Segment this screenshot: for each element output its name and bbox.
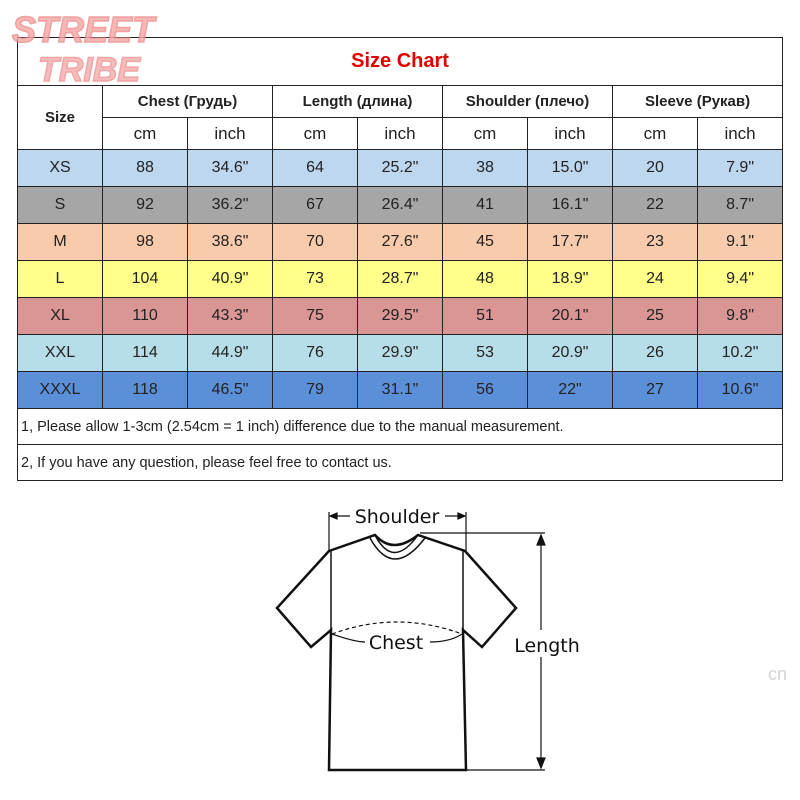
value-cell: 10.6" xyxy=(696,371,784,409)
value-cell: 40.9" xyxy=(187,260,273,298)
value-cell: 25.2" xyxy=(357,149,443,187)
unit-header: cm xyxy=(442,117,528,150)
note-text: 2, If you have any question, please feel… xyxy=(16,444,784,481)
value-cell: 98 xyxy=(102,223,188,261)
value-cell: 20.9" xyxy=(527,334,613,372)
value-cell: 114 xyxy=(102,334,188,372)
value-cell: 41 xyxy=(442,186,528,224)
value-cell: 27 xyxy=(612,371,698,409)
unit-header: cm xyxy=(612,117,698,150)
column-header: Shoulder (плечо) xyxy=(442,85,613,118)
value-cell: 118 xyxy=(102,371,188,409)
value-cell: 92 xyxy=(102,186,188,224)
size-chart-table: Size Chart Size Chest (Грудь) Length (дли… xyxy=(16,37,784,481)
table-row: XL 110 43.3" 75 29.5" 51 20.1" 25 9.8" xyxy=(17,297,784,335)
shoulder-arrow xyxy=(328,512,467,551)
value-cell: 46.5" xyxy=(187,371,273,409)
value-cell: 28.7" xyxy=(357,260,443,298)
table-row: XXL 114 44.9" 76 29.9" 53 20.9" 26 10.2" xyxy=(17,334,784,372)
table-row: S 92 36.2" 67 26.4" 41 16.1" 22 8.7" xyxy=(17,186,784,224)
value-cell: 38 xyxy=(442,149,528,187)
value-cell: 22 xyxy=(612,186,698,224)
value-cell: 7.9" xyxy=(696,149,784,187)
column-header: Sleeve (Рукав) xyxy=(611,85,784,118)
value-cell: 9.4" xyxy=(696,260,784,298)
size-cell: XS xyxy=(17,149,103,187)
tshirt-measurement-diagram: Shoulder Chest Length xyxy=(275,506,580,772)
value-cell: 45 xyxy=(442,223,528,261)
value-cell: 29.5" xyxy=(357,297,443,335)
value-cell: 34.6" xyxy=(187,149,273,187)
size-header: Size xyxy=(17,85,103,150)
value-cell: 8.7" xyxy=(696,186,784,224)
value-cell: 24 xyxy=(612,260,698,298)
value-cell: 56 xyxy=(442,371,528,409)
shoulder-label: Shoulder xyxy=(355,506,440,528)
tshirt-outline xyxy=(275,533,518,772)
chest-label: Chest xyxy=(369,632,423,654)
column-header: Chest (Грудь) xyxy=(102,85,273,118)
length-arrow xyxy=(420,532,546,771)
value-cell: 110 xyxy=(102,297,188,335)
corner-watermark: cn xyxy=(768,664,788,684)
table-row: L 104 40.9" 73 28.7" 48 18.9" 24 9.4" xyxy=(17,260,784,298)
value-cell: 43.3" xyxy=(187,297,273,335)
value-cell: 88 xyxy=(102,149,188,187)
unit-header: inch xyxy=(527,117,613,150)
value-cell: 25 xyxy=(612,297,698,335)
value-cell: 22" xyxy=(527,371,613,409)
unit-header: inch xyxy=(187,117,273,150)
value-cell: 31.1" xyxy=(357,371,443,409)
size-cell: XXL xyxy=(17,334,103,372)
value-cell: 17.7" xyxy=(527,223,613,261)
table-row: M 98 38.6" 70 27.6" 45 17.7" 23 9.1" xyxy=(17,223,784,261)
size-cell: XL xyxy=(17,297,103,335)
size-cell: L xyxy=(17,260,103,298)
size-cell: M xyxy=(17,223,103,261)
value-cell: 44.9" xyxy=(187,334,273,372)
value-cell: 36.2" xyxy=(187,186,273,224)
value-cell: 67 xyxy=(272,186,358,224)
column-header: Length (длина) xyxy=(272,85,443,118)
value-cell: 70 xyxy=(272,223,358,261)
value-cell: 48 xyxy=(442,260,528,298)
table-row: XXXL 118 46.5" 79 31.1" 56 22" 27 10.6" xyxy=(17,371,784,409)
value-cell: 64 xyxy=(272,149,358,187)
value-cell: 104 xyxy=(102,260,188,298)
value-cell: 20.1" xyxy=(527,297,613,335)
chest-indicator xyxy=(331,621,463,643)
length-label: Length xyxy=(514,635,580,657)
value-cell: 15.0" xyxy=(527,149,613,187)
value-cell: 18.9" xyxy=(527,260,613,298)
value-cell: 9.1" xyxy=(696,223,784,261)
value-cell: 76 xyxy=(272,334,358,372)
value-cell: 27.6" xyxy=(357,223,443,261)
chart-title: Size Chart xyxy=(16,37,784,86)
value-cell: 20 xyxy=(612,149,698,187)
value-cell: 16.1" xyxy=(527,186,613,224)
table-row: XS 88 34.6" 64 25.2" 38 15.0" 20 7.9" xyxy=(17,149,784,187)
value-cell: 51 xyxy=(442,297,528,335)
unit-header: cm xyxy=(272,117,358,150)
note-text: 1, Please allow 1-3cm (2.54cm = 1 inch) … xyxy=(16,408,784,445)
unit-header: inch xyxy=(696,117,784,150)
value-cell: 26 xyxy=(612,334,698,372)
value-cell: 26.4" xyxy=(357,186,443,224)
unit-header: cm xyxy=(102,117,188,150)
size-cell: S xyxy=(17,186,103,224)
size-cell: XXXL xyxy=(17,371,103,409)
value-cell: 10.2" xyxy=(696,334,784,372)
value-cell: 53 xyxy=(442,334,528,372)
value-cell: 73 xyxy=(272,260,358,298)
value-cell: 75 xyxy=(272,297,358,335)
value-cell: 38.6" xyxy=(187,223,273,261)
unit-header: inch xyxy=(357,117,443,150)
value-cell: 23 xyxy=(612,223,698,261)
value-cell: 79 xyxy=(272,371,358,409)
value-cell: 9.8" xyxy=(696,297,784,335)
value-cell: 29.9" xyxy=(357,334,443,372)
